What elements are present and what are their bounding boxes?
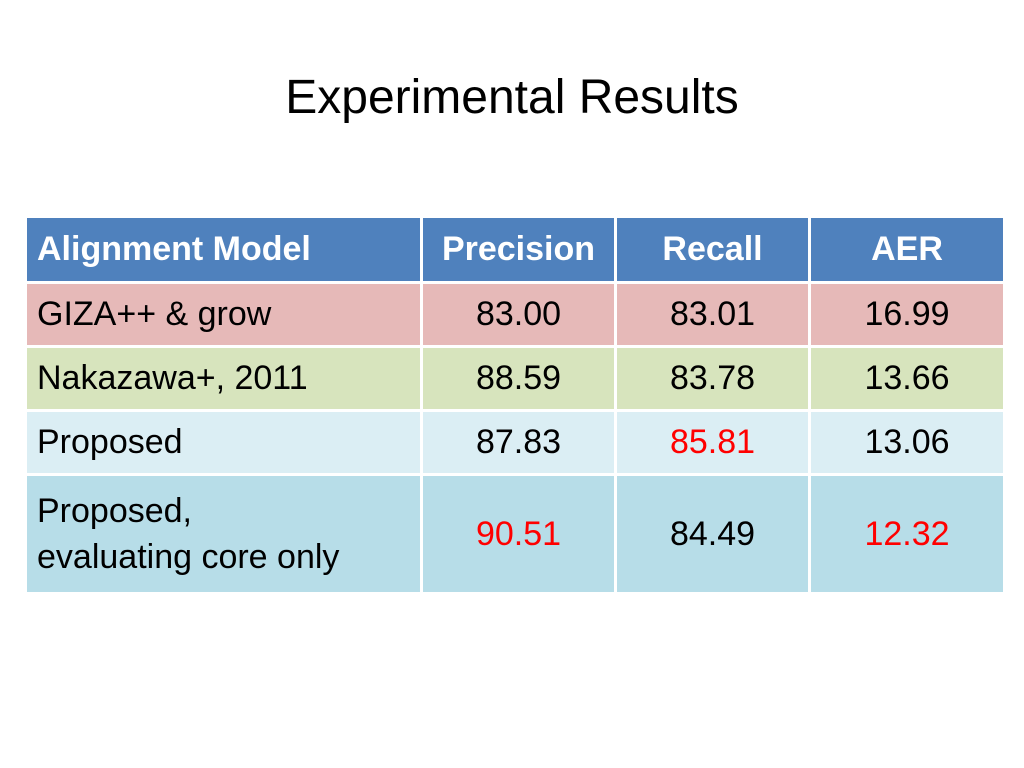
precision-cell: 88.59	[420, 345, 617, 412]
aer-cell: 13.06	[808, 409, 1006, 476]
model-cell: Nakazawa+, 2011	[24, 345, 423, 412]
table-header-row: Alignment Model Precision Recall AER	[24, 215, 1006, 284]
header-aer: AER	[808, 215, 1006, 284]
precision-cell: 83.00	[420, 281, 617, 348]
recall-cell: 83.78	[614, 345, 811, 412]
aer-cell: 16.99	[808, 281, 1006, 348]
model-cell: GIZA++ & grow	[24, 281, 423, 348]
table-row: GIZA++ & grow 83.00 83.01 16.99	[24, 281, 1006, 348]
model-cell-line: Proposed,	[37, 492, 192, 530]
model-cell-line: evaluating core only	[37, 538, 340, 576]
header-recall: Recall	[614, 215, 811, 284]
precision-cell: 90.51	[420, 473, 617, 595]
aer-cell: 12.32	[808, 473, 1006, 595]
model-cell: Proposed	[24, 409, 423, 476]
recall-cell: 85.81	[614, 409, 811, 476]
header-precision: Precision	[420, 215, 617, 284]
table-row: Nakazawa+, 2011 88.59 83.78 13.66	[24, 345, 1006, 412]
model-cell: Proposed, evaluating core only	[24, 473, 423, 595]
results-table: Alignment Model Precision Recall AER GIZ…	[24, 215, 1006, 595]
recall-cell: 83.01	[614, 281, 811, 348]
recall-cell: 84.49	[614, 473, 811, 595]
slide-title: Experimental Results	[285, 71, 739, 124]
header-alignment-model: Alignment Model	[24, 215, 423, 284]
aer-cell: 13.66	[808, 345, 1006, 412]
precision-cell: 87.83	[420, 409, 617, 476]
table-row: Proposed 87.83 85.81 13.06	[24, 409, 1006, 476]
table-row: Proposed, evaluating core only 90.51 84.…	[24, 473, 1006, 595]
